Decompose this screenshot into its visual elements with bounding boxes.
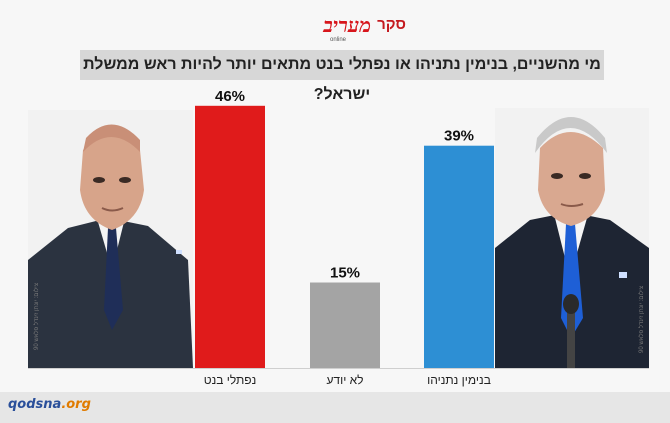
- bar-value-label-1: 15%: [330, 265, 360, 282]
- bar-2: [424, 145, 494, 368]
- maariv-logo: סקר מעריב online: [286, 14, 406, 48]
- chart-baseline: [28, 368, 649, 369]
- bar-value-label-0: 46%: [215, 88, 245, 105]
- site-watermark: qodsna.org: [8, 397, 91, 412]
- watermark-text: qodsna: [8, 397, 62, 412]
- logo-survey-label: סקר: [377, 16, 406, 33]
- watermark-suffix: .org: [61, 397, 91, 412]
- category-label-0: נפתלי בנט: [204, 373, 257, 387]
- logo-online-text: online: [330, 37, 347, 43]
- bar-value-label-2: 39%: [444, 128, 474, 145]
- bar-1: [310, 282, 380, 368]
- portrait-netanyahu: צילום: יונתן זינדל פלאש 90: [495, 108, 649, 368]
- category-label-1: לא יודע: [326, 373, 363, 387]
- category-label-2: בנימין נתניהו: [427, 373, 491, 387]
- chart-title: מי מהשניים, בנימין נתניהו או נפתלי בנט מ…: [80, 50, 604, 103]
- bennett-portrait-illustration: [28, 110, 193, 368]
- footer-bar: [0, 392, 670, 423]
- netanyahu-portrait-illustration: [495, 108, 649, 368]
- bar-0: [195, 105, 265, 369]
- logo-brand-text: מעריב: [323, 13, 372, 37]
- portrait-bennett: צילום: יונתן זינדל פלאש 90: [28, 110, 193, 368]
